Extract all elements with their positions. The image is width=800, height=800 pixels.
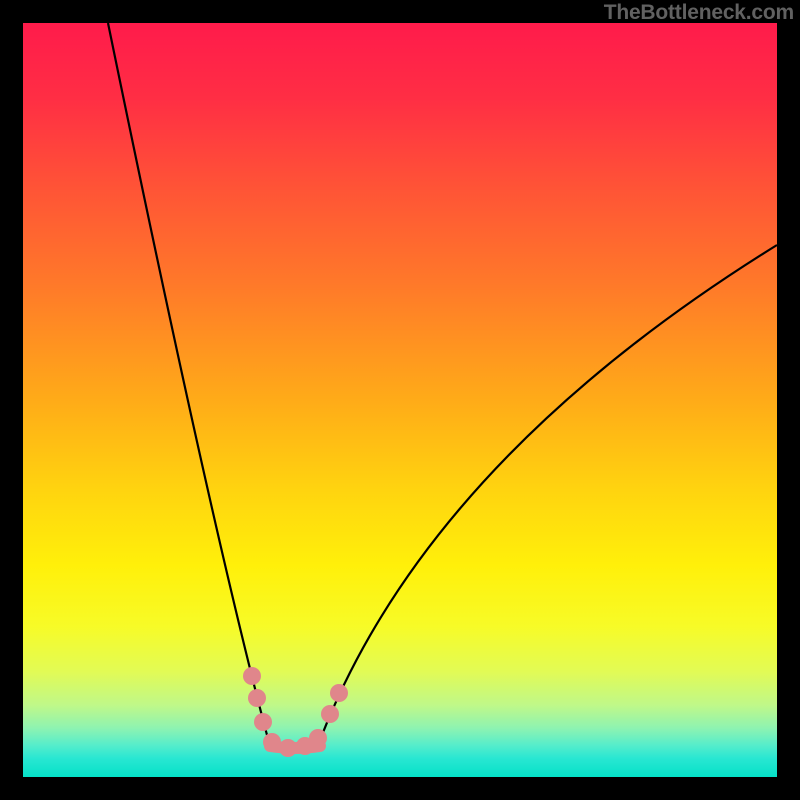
- highlight-node: [279, 739, 297, 757]
- highlight-node: [321, 705, 339, 723]
- gradient-background: [23, 23, 777, 777]
- highlight-node: [309, 729, 327, 747]
- plot-area: [23, 23, 777, 777]
- watermark-text: TheBottleneck.com: [604, 1, 794, 25]
- bottleneck-chart: [0, 0, 800, 800]
- highlight-node: [330, 684, 348, 702]
- highlight-node: [243, 667, 261, 685]
- highlight-node: [263, 733, 281, 751]
- highlight-node: [248, 689, 266, 707]
- highlight-node: [254, 713, 272, 731]
